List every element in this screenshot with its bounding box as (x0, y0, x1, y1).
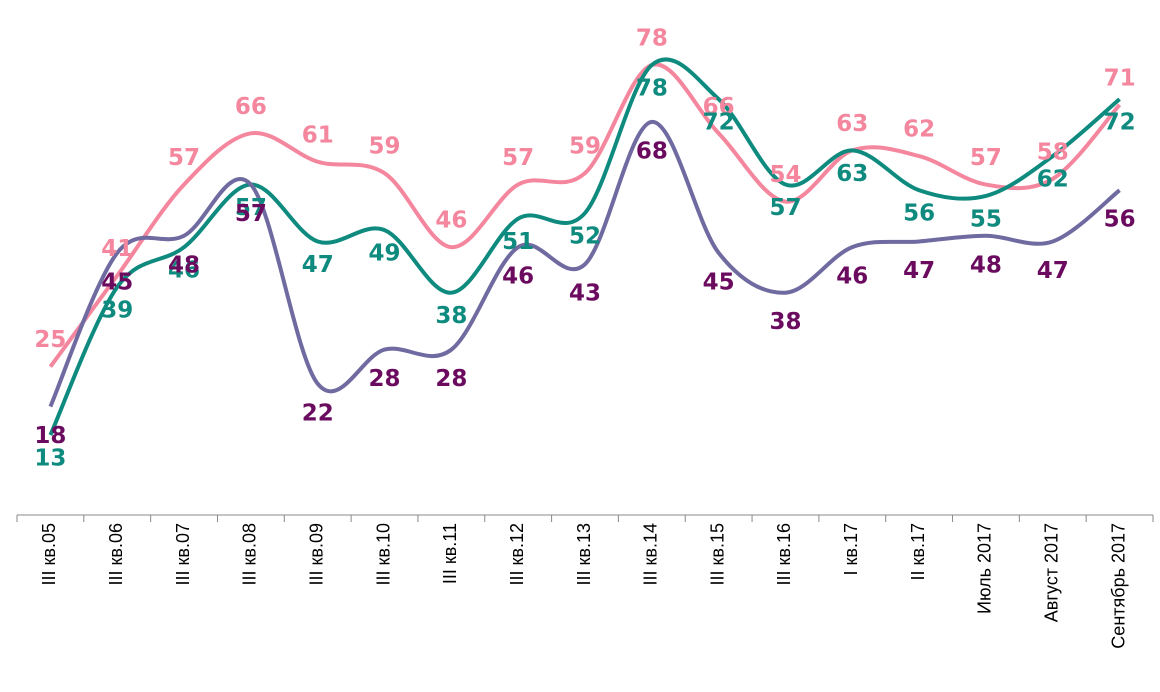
data-label: 56 (903, 201, 935, 227)
data-label: 39 (101, 298, 133, 324)
data-label: 43 (569, 281, 601, 307)
data-label: 62 (1037, 167, 1069, 193)
x-tick-label: III кв.12 (507, 523, 527, 585)
data-label: 45 (101, 269, 133, 295)
data-label: 48 (168, 252, 200, 278)
x-tick-label: Июль 2017 (975, 523, 995, 614)
data-label: 59 (569, 134, 601, 160)
data-label: 72 (1104, 110, 1136, 136)
data-label: 46 (168, 258, 200, 284)
data-label: 62 (903, 117, 935, 143)
x-tick-label: I кв.17 (841, 523, 861, 575)
data-label: 28 (369, 366, 401, 392)
x-tick-label: III кв.05 (39, 523, 59, 585)
data-label: 13 (34, 446, 66, 472)
series-line (48, 119, 1121, 408)
x-tick-label: III кв.06 (106, 523, 126, 585)
data-label: 57 (970, 145, 1002, 171)
data-label: 57 (502, 145, 534, 171)
data-label: 72 (703, 110, 735, 136)
x-tick-label: III кв.07 (173, 523, 193, 585)
data-label: 46 (836, 264, 868, 290)
data-label: 78 (636, 76, 668, 102)
data-label: 28 (435, 366, 467, 392)
data-label: 57 (235, 201, 267, 227)
series-line (48, 57, 1121, 436)
x-tick-label: III кв.14 (641, 523, 661, 585)
data-label: 63 (836, 161, 868, 187)
data-label: 71 (1104, 65, 1136, 91)
data-label: 48 (970, 252, 1002, 278)
data-label: 25 (34, 327, 66, 353)
x-tick-label: III кв.15 (707, 523, 727, 585)
data-label: 38 (435, 303, 467, 329)
data-label: 45 (703, 269, 735, 295)
data-label: 52 (569, 224, 601, 250)
data-label: 41 (101, 236, 133, 262)
data-label: 56 (1104, 207, 1136, 233)
data-label: 57 (168, 145, 200, 171)
x-tick-label: III кв.10 (373, 523, 393, 585)
data-label: 51 (502, 229, 534, 255)
data-label: 59 (369, 134, 401, 160)
data-label: 38 (769, 309, 801, 335)
data-label: 54 (769, 162, 801, 188)
x-tick-label: Сентябрь 2017 (1108, 523, 1128, 649)
x-tick-label: III кв.09 (306, 523, 326, 585)
data-label: 61 (302, 122, 334, 148)
x-tick-label: III кв.16 (774, 523, 794, 585)
data-label: 57 (235, 195, 267, 221)
data-label: 22 (302, 400, 334, 426)
data-label: 46 (502, 264, 534, 290)
data-label: 47 (1037, 258, 1069, 284)
data-label: 63 (836, 111, 868, 137)
data-label: 66 (235, 94, 267, 120)
data-label: 68 (636, 138, 668, 164)
x-tick-label: III кв.11 (440, 523, 460, 584)
data-label: 49 (369, 241, 401, 267)
x-tick-label: III кв.08 (240, 523, 260, 585)
data-label: 18 (34, 423, 66, 449)
data-label: 66 (703, 94, 735, 120)
data-label: 47 (903, 258, 935, 284)
data-label: 55 (970, 206, 1002, 232)
x-tick-label: Август 2017 (1042, 523, 1062, 622)
data-label: 46 (435, 208, 467, 234)
data-label: 57 (769, 195, 801, 221)
x-tick-label: II кв.17 (908, 523, 928, 580)
data-label: 47 (302, 252, 334, 278)
data-label: 78 (636, 26, 668, 52)
series-line (48, 62, 1122, 368)
x-tick-label: III кв.13 (574, 523, 594, 585)
data-label: 58 (1037, 139, 1069, 165)
